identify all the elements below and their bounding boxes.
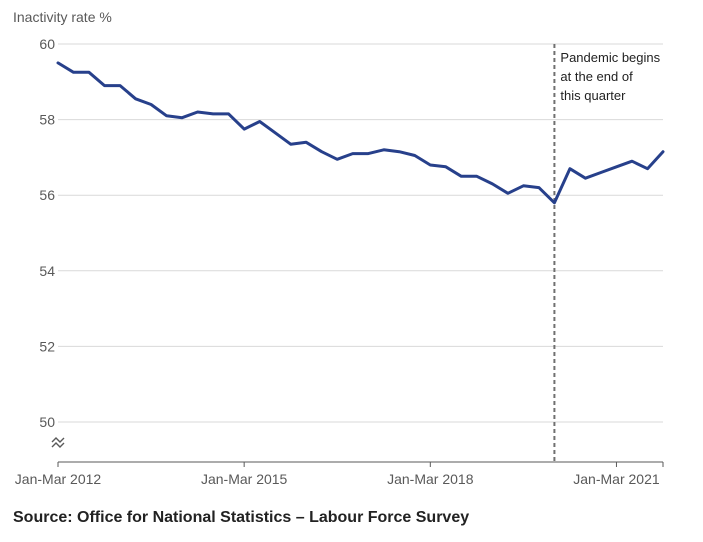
data-point: [366, 152, 370, 156]
y-tick-label-56: 56: [39, 187, 55, 203]
data-point: [149, 102, 153, 106]
data-point: [506, 191, 510, 195]
data-point: [103, 84, 107, 88]
y-tick-label-60: 60: [39, 36, 55, 52]
data-point: [521, 184, 525, 188]
data-point: [87, 70, 91, 74]
data-point: [351, 152, 355, 156]
data-point: [413, 154, 417, 158]
data-point: [599, 171, 603, 175]
series-line-inactivity-rate: [56, 61, 665, 205]
data-point: [320, 150, 324, 154]
source-note: Source: Office for National Statistics –…: [13, 509, 470, 526]
y-tick-label-54: 54: [39, 263, 55, 279]
annotation-text: at the end of: [560, 69, 633, 84]
data-point: [242, 127, 246, 131]
data-point: [273, 131, 277, 135]
data-point: [196, 110, 200, 114]
y-tick-label-52: 52: [39, 338, 55, 354]
data-point: [397, 150, 401, 154]
data-point: [428, 163, 432, 167]
data-point: [211, 112, 215, 116]
data-point: [444, 165, 448, 169]
y-tick-label-50: 50: [39, 414, 55, 430]
annotation-text: Pandemic begins: [560, 50, 660, 65]
data-point: [583, 176, 587, 180]
data-point: [56, 61, 60, 65]
data-point: [552, 201, 556, 205]
x-tick-label: Jan-Mar 2012: [15, 471, 102, 487]
chart: Inactivity rate % 50 52 54 56 58 60 Jan-Mar 201…: [13, 9, 665, 487]
data-point: [645, 167, 649, 171]
data-point: [459, 174, 463, 178]
y-tick-label-58: 58: [39, 112, 55, 128]
data-point: [289, 142, 293, 146]
x-tick-label: Jan-Mar 2018: [387, 471, 474, 487]
annotation-text: this quarter: [560, 88, 626, 103]
data-point: [630, 159, 634, 163]
data-point: [118, 84, 122, 88]
data-point: [661, 150, 665, 154]
x-tick-label: Jan-Mar 2021: [573, 471, 660, 487]
data-point: [568, 167, 572, 171]
axis-break-icon: [51, 437, 65, 448]
data-point: [382, 148, 386, 152]
data-point: [227, 112, 231, 116]
data-point: [165, 114, 169, 118]
data-point: [180, 116, 184, 120]
data-point: [304, 140, 308, 144]
data-point: [490, 182, 494, 186]
data-point: [335, 157, 339, 161]
data-point: [614, 165, 618, 169]
data-point: [475, 174, 479, 178]
data-point: [258, 119, 262, 123]
data-point: [72, 70, 76, 74]
x-tick-label: Jan-Mar 2015: [201, 471, 288, 487]
data-point: [537, 186, 541, 190]
y-axis-label: Inactivity rate %: [13, 9, 112, 25]
data-point: [134, 97, 138, 101]
